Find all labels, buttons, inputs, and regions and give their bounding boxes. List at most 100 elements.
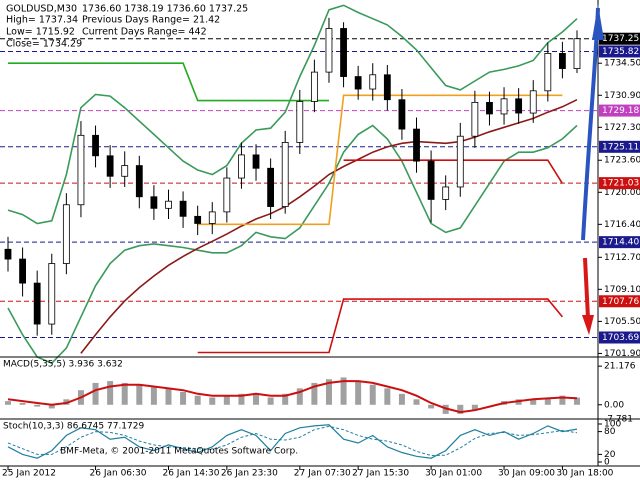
candle-body: [427, 160, 435, 200]
macd-bar: [530, 399, 537, 405]
x-tick-label: 26 Jan 14:30: [162, 469, 219, 479]
indicator-line: [197, 298, 564, 354]
macd-bar: [369, 384, 376, 405]
copyright: BMF-Meta, © 2001-2011 MetaQuotes Softwar…: [60, 447, 298, 457]
candle-body: [544, 53, 552, 92]
macd-bar: [5, 401, 11, 405]
macd-bar: [296, 388, 303, 405]
macd-bar: [325, 379, 332, 405]
macd-bar: [574, 397, 580, 405]
y-tick-label: 1701.90: [604, 349, 640, 359]
macd-bar: [34, 404, 41, 407]
macd-bar: [311, 382, 318, 405]
level-label: 1707.76: [602, 297, 639, 307]
candle-body: [281, 142, 289, 207]
candle-body: [267, 167, 275, 207]
macd-bar: [180, 392, 187, 405]
y-tick-label: 1712.70: [604, 253, 640, 263]
macd-bar: [121, 382, 128, 405]
candle-body: [194, 215, 202, 224]
indicator-line: [343, 159, 564, 184]
candle-body: [340, 28, 347, 77]
x-tick-label: 30 Jan 01:00: [425, 469, 482, 479]
macd-bar: [471, 404, 478, 411]
x-tick-label: 27 Jan 07:30: [294, 469, 351, 479]
y-tick-label: 1723.60: [604, 156, 640, 166]
candle-body: [19, 258, 26, 284]
candle-body: [471, 101, 479, 137]
y-tick-label: 1716.40: [604, 220, 640, 230]
x-tick-label: 25 Jan 2012: [2, 469, 56, 479]
plot-layer: 1734.50 1730.90 1727.30 1723.60 1720.00 1716.…: [0, 4, 640, 479]
macd-bar: [48, 404, 55, 409]
symbol: GOLDUSD,M30: [6, 4, 77, 15]
candle-body: [150, 196, 158, 209]
prev-range: Previous Days Range= 21.42: [82, 15, 220, 26]
candle-body: [369, 74, 377, 90]
y-tick-label: 1705.50: [604, 317, 640, 327]
indicator-line: [8, 62, 329, 102]
candle-body: [62, 204, 70, 264]
candle-body: [165, 200, 172, 209]
x-tick-label: 27 Jan 15:30: [352, 469, 409, 479]
macd-bar: [150, 386, 157, 405]
macd-bar: [384, 388, 391, 405]
y-tick-label: 1734.50: [604, 59, 640, 69]
candle-body: [121, 165, 129, 177]
x-tick-label: 26 Jan 06:30: [90, 469, 147, 479]
y-tick-label: 1709.10: [604, 285, 640, 295]
candle-body: [515, 98, 523, 114]
indicator-line: [197, 94, 563, 226]
level-tag: [599, 331, 640, 344]
level-tag: [599, 140, 640, 153]
indicator-line: [7, 4, 578, 225]
close: Close= 1734.29: [6, 39, 82, 50]
macd-bar: [194, 395, 201, 405]
level-tag: [599, 104, 640, 117]
candle-body: [486, 101, 493, 115]
macd-signal: [7, 380, 578, 414]
y-tick-label: 21.176: [604, 362, 636, 372]
candle-body: [310, 71, 318, 102]
macd-bar: [398, 393, 405, 405]
macd-bar: [223, 395, 230, 405]
macd-bar: [19, 402, 26, 405]
candle-body: [398, 99, 406, 130]
candle-body: [4, 248, 12, 260]
macd-bar: [92, 382, 99, 405]
level-label: 1714.40: [602, 238, 639, 248]
macd-bar: [107, 381, 114, 405]
stoch-signal: [7, 425, 578, 457]
candle-body: [92, 134, 99, 157]
candle-body: [442, 186, 450, 200]
candle-body: [413, 128, 420, 162]
y-tick-label: 20: [604, 450, 616, 460]
macd-bar: [355, 381, 362, 405]
cur-range: Current Days Range= 442: [82, 27, 207, 38]
candle-body: [252, 154, 260, 169]
ohlc: 1736.60 1738.19 1736.60 1737.25: [82, 4, 248, 15]
x-tick-label: 26 Jan 23:30: [221, 469, 278, 479]
macd-bar: [267, 397, 274, 405]
y-tick-label: 1730.90: [604, 91, 640, 101]
candle-body: [529, 90, 537, 114]
x-tick-label: 30 Jan 09:00: [498, 469, 555, 479]
high: High= 1737.34: [6, 15, 78, 26]
candle-body: [354, 76, 362, 90]
macd-bar: [238, 393, 245, 405]
y-tick-label: 80: [604, 427, 616, 437]
trend-arrow: [583, 257, 590, 319]
level-tag: [599, 236, 640, 249]
candle-body: [573, 38, 581, 69]
candle-body: [383, 74, 391, 101]
level-label: 1737.25: [602, 34, 639, 44]
candle-body: [208, 211, 216, 224]
trend-arrow-head: [582, 315, 594, 335]
indicator-line: [7, 124, 578, 365]
candle-body: [456, 135, 464, 188]
level-label: 1729.18: [602, 106, 639, 116]
low: Low= 1715.92: [6, 27, 75, 38]
candle-body: [77, 134, 85, 206]
candle-body: [223, 177, 231, 213]
